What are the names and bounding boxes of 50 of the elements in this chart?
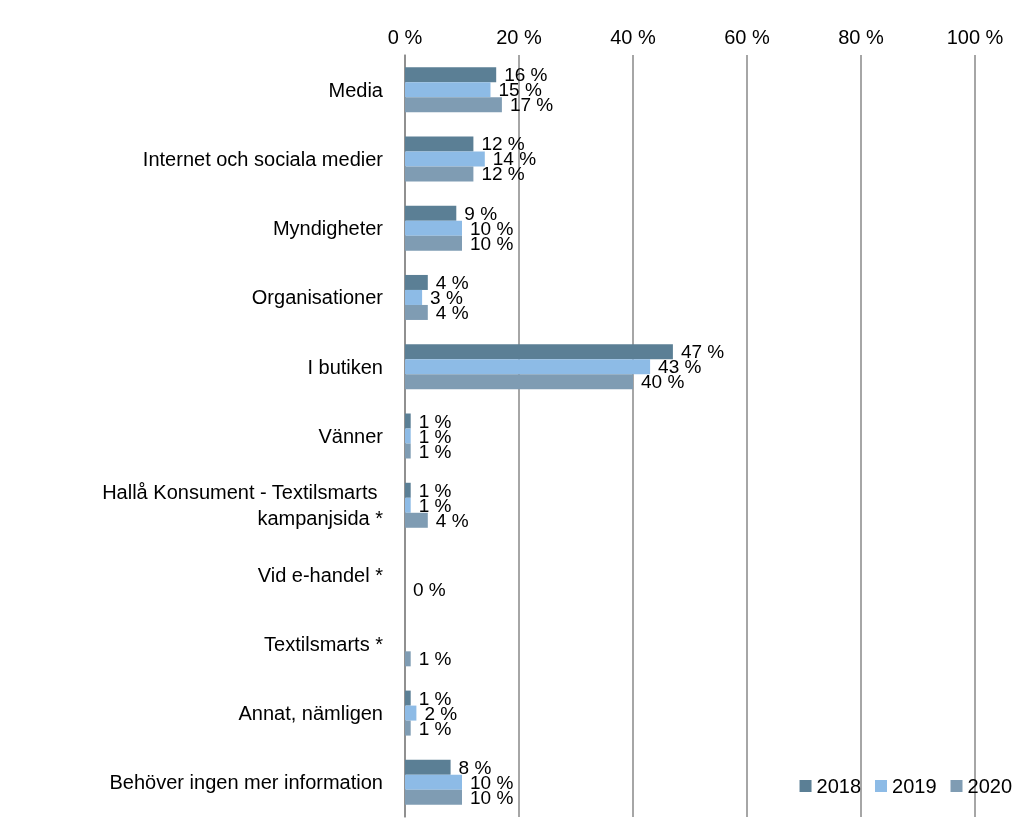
bar (405, 166, 474, 182)
x-tick-label: 0 % (387, 26, 423, 48)
bar (405, 443, 411, 459)
bar (405, 205, 457, 221)
bar (405, 304, 428, 320)
y-tick-label: Organisationer (251, 286, 384, 309)
y-tick-label: Hallå Konsument - Textilsmarts kampanjsida * (102, 481, 384, 530)
bar (405, 82, 491, 98)
y-tick-label: Textilsmarts * (264, 632, 384, 655)
bar (405, 220, 462, 236)
bar (405, 482, 411, 498)
bar (405, 759, 451, 775)
bar (405, 359, 651, 375)
bar (405, 151, 485, 167)
bar (405, 789, 462, 805)
bar (405, 67, 497, 83)
y-tick-label: Myndigheter (272, 217, 384, 240)
data-label: 1 % (418, 648, 452, 670)
y-tick-label: Behöver ingen mer information (109, 771, 383, 794)
x-tick-label: 40 % (610, 26, 657, 48)
legend-label: 2018 (816, 775, 862, 797)
x-tick-label: 100 % (946, 26, 1004, 48)
bar (405, 344, 673, 360)
bar (405, 289, 423, 305)
bar (405, 235, 462, 251)
legend-label: 2019 (892, 775, 937, 797)
bar (405, 651, 411, 667)
data-label: 0 % (413, 579, 446, 601)
y-tick-label: Annat, nämligen (238, 702, 383, 725)
x-tick-label: 80 % (838, 26, 885, 48)
bar (405, 512, 428, 528)
y-tick-label: Media (328, 78, 384, 101)
bar (405, 428, 411, 444)
bar (405, 497, 411, 513)
legend-label: 2020 (967, 775, 1013, 797)
bar (405, 274, 428, 290)
bar (405, 720, 411, 736)
x-tick-label: 60 % (724, 26, 771, 48)
bar (405, 374, 633, 390)
bar (405, 97, 502, 113)
bar (405, 413, 411, 429)
bar (405, 705, 417, 721)
bar (405, 774, 462, 790)
bar (405, 690, 411, 706)
y-tick-label: Vänner (318, 425, 384, 447)
y-tick-label: I butiken (307, 355, 383, 378)
bar (405, 136, 474, 152)
x-tick-label: 20 % (496, 26, 543, 48)
y-tick-label: Vid e-handel * (257, 563, 384, 586)
y-tick-label: Internet och sociala medier (142, 147, 384, 170)
